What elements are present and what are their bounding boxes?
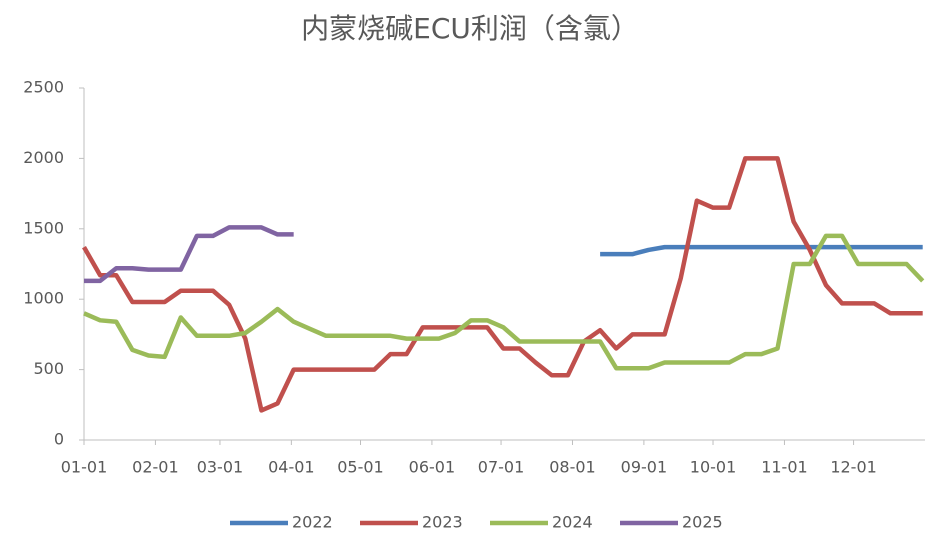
x-tick-label: 05-01 bbox=[337, 458, 384, 477]
x-tick-label: 02-01 bbox=[132, 458, 179, 477]
y-tick-label: 0 bbox=[54, 430, 64, 449]
x-tick-label: 06-01 bbox=[409, 458, 456, 477]
y-tick-label: 2000 bbox=[23, 148, 64, 167]
legend-label: 2024 bbox=[552, 513, 593, 532]
legend-label: 2022 bbox=[292, 513, 333, 532]
series-line bbox=[83, 233, 925, 371]
y-tick-label: 1500 bbox=[23, 218, 64, 237]
y-tick-label: 2500 bbox=[23, 78, 64, 97]
x-tick-label: 10-01 bbox=[690, 458, 737, 477]
x-tick-label: 11-01 bbox=[761, 458, 808, 477]
x-tick-label: 08-01 bbox=[549, 458, 596, 477]
x-tick-label: 12-01 bbox=[830, 458, 877, 477]
x-tick-label: 09-01 bbox=[621, 458, 668, 477]
x-tick-label: 03-01 bbox=[197, 458, 244, 477]
x-tick-label: 07-01 bbox=[478, 458, 525, 477]
legend-label: 2025 bbox=[682, 513, 723, 532]
series-line bbox=[82, 156, 923, 413]
series-line bbox=[600, 244, 923, 257]
x-tick-label: 04-01 bbox=[268, 458, 315, 477]
series-line bbox=[84, 225, 294, 284]
chart-title: 内蒙烧碱ECU利润（含氯） bbox=[301, 12, 639, 45]
y-tick-label: 500 bbox=[33, 359, 64, 378]
x-tick-label: 01-01 bbox=[61, 458, 108, 477]
y-tick-label: 1000 bbox=[23, 289, 64, 308]
legend-label: 2023 bbox=[422, 513, 463, 532]
